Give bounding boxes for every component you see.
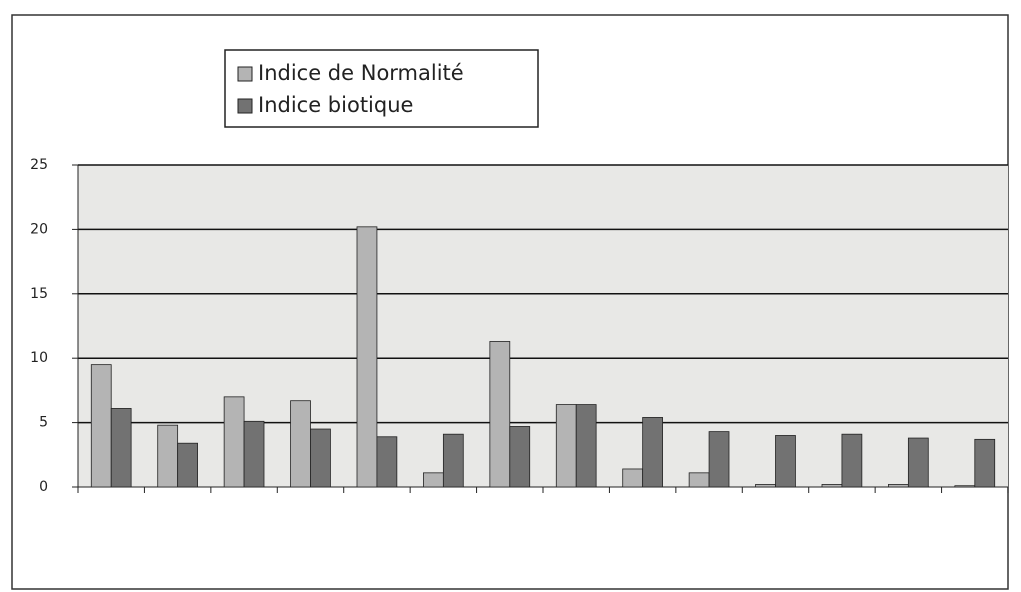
legend-label: Indice de Normalité	[258, 61, 464, 85]
legend: Indice de Normalité Indice biotique	[224, 49, 539, 128]
bar	[423, 472, 444, 488]
bar	[575, 404, 597, 488]
bar	[90, 364, 112, 488]
bar	[688, 472, 710, 488]
bar	[888, 484, 909, 488]
bar	[110, 408, 132, 488]
bar	[555, 404, 577, 488]
bar	[376, 436, 398, 488]
bar	[708, 431, 730, 488]
y-tick-label: 20	[30, 221, 48, 237]
bar	[310, 428, 331, 488]
bar	[290, 400, 311, 488]
bar	[954, 485, 976, 488]
plot-area	[78, 165, 1008, 487]
legend-swatch	[237, 66, 253, 82]
bar	[489, 341, 511, 488]
legend-swatch	[237, 98, 253, 114]
legend-box	[224, 49, 539, 128]
bar	[821, 484, 843, 488]
y-tick-label: 15	[30, 286, 48, 302]
bar	[223, 396, 245, 488]
y-tick-label: 10	[30, 350, 48, 366]
y-tick-label: 25	[30, 157, 48, 173]
legend-label: Indice biotique	[258, 93, 413, 117]
bar	[243, 420, 265, 488]
y-tick-label: 5	[39, 415, 48, 431]
bar	[974, 438, 996, 488]
bar	[509, 426, 531, 488]
bar	[622, 468, 644, 488]
bar	[755, 484, 776, 488]
bar	[907, 437, 929, 488]
bar	[356, 226, 378, 488]
bar	[157, 424, 179, 488]
y-tick-label: 0	[39, 479, 48, 495]
bar	[442, 433, 464, 488]
bar	[177, 442, 198, 488]
bar	[841, 433, 863, 488]
bar	[775, 435, 796, 488]
bar	[642, 417, 663, 488]
